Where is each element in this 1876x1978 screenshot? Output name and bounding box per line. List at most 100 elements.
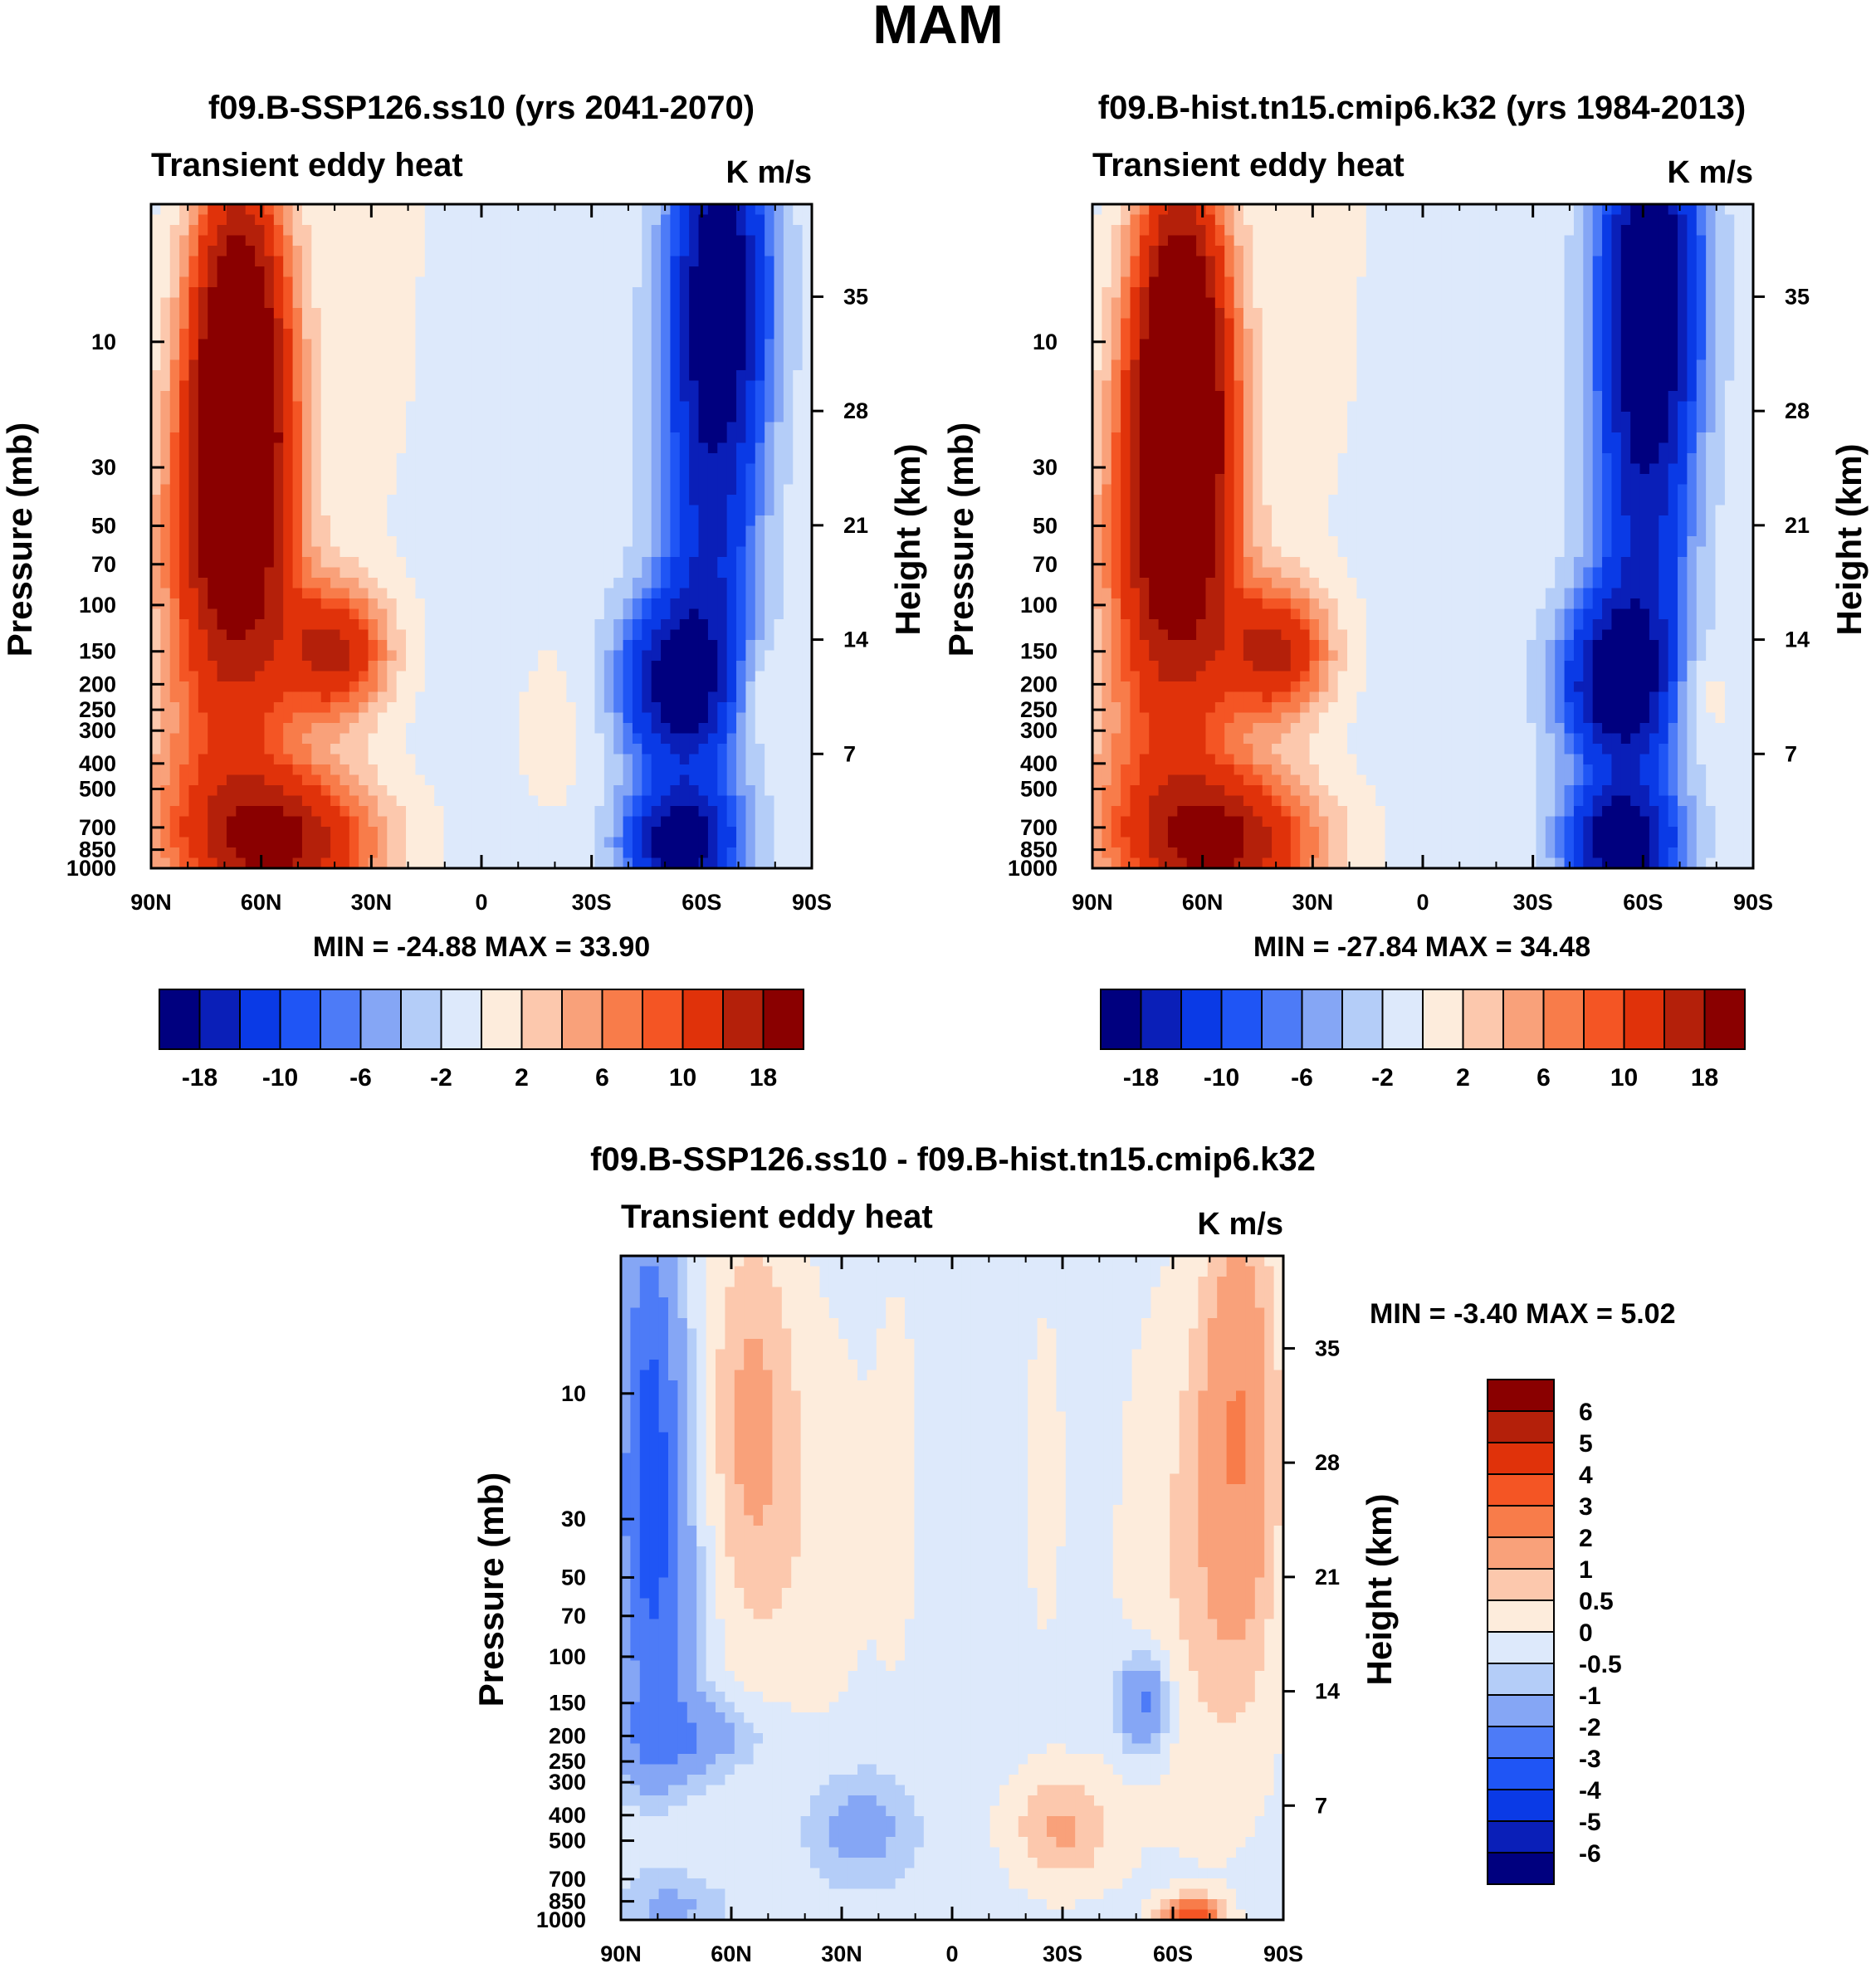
field-cell — [198, 661, 208, 672]
field-cell — [226, 463, 237, 475]
field-cell — [481, 515, 491, 527]
field-cell — [1365, 225, 1376, 237]
field-cell — [264, 214, 275, 226]
field-cell — [726, 795, 737, 807]
field-cell — [330, 246, 341, 257]
field-cell — [717, 359, 728, 371]
field-cell — [179, 827, 190, 838]
field-cell — [377, 795, 388, 807]
field-cell — [415, 495, 426, 506]
field-cell — [510, 246, 520, 257]
field-cell — [736, 681, 746, 693]
field-cell — [755, 671, 765, 682]
field-cell — [245, 422, 256, 433]
field-cell — [471, 214, 482, 226]
field-cell — [340, 204, 350, 216]
field-cell — [613, 525, 624, 537]
field-cell — [320, 598, 331, 610]
field-cell — [1488, 235, 1499, 247]
field-cell — [208, 432, 218, 444]
field-cell — [774, 764, 784, 776]
field-cell — [594, 412, 605, 423]
field-cell — [198, 681, 208, 693]
field-cell — [651, 432, 662, 444]
field-cell — [793, 266, 804, 278]
field-cell — [208, 857, 218, 869]
field-cell — [528, 266, 539, 278]
field-cell — [301, 764, 312, 776]
field-cell — [689, 349, 700, 361]
field-cell — [547, 412, 558, 423]
field-cell — [406, 442, 416, 454]
field-cell — [396, 785, 407, 797]
field-cell — [255, 339, 266, 350]
field-cell — [1130, 235, 1141, 247]
field-cell — [670, 412, 681, 423]
field-cell — [434, 816, 445, 828]
field-cell — [188, 785, 199, 797]
field-cell — [661, 339, 672, 350]
field-cell — [736, 463, 746, 475]
field-cell — [434, 837, 445, 848]
field-cell — [198, 391, 208, 403]
field-cell — [198, 702, 208, 714]
field-cell — [802, 515, 813, 527]
field-cell — [434, 422, 445, 433]
field-cell — [198, 640, 208, 652]
field-cell — [217, 712, 227, 724]
field-cell — [566, 723, 577, 735]
field-cell — [340, 412, 350, 423]
field-cell — [415, 463, 426, 475]
field-cell — [349, 837, 359, 848]
panel-ssp-plot: 90N 60N 30N 0 30S 60S 90S103050701001502002503… — [66, 203, 868, 915]
field-cell — [566, 256, 577, 267]
field-cell — [377, 536, 388, 548]
field-cell — [566, 712, 577, 724]
field-cell — [481, 308, 491, 320]
field-cell — [1602, 235, 1613, 247]
field-cell — [765, 235, 775, 247]
field-cell — [642, 847, 652, 859]
field-cell — [670, 235, 681, 247]
field-cell — [368, 723, 379, 735]
field-cell — [330, 744, 341, 755]
field-cell — [707, 380, 718, 392]
field-cell — [283, 442, 294, 454]
field-cell — [491, 453, 501, 465]
field-cell — [359, 588, 369, 599]
field-cell — [783, 744, 794, 755]
field-cell — [1318, 246, 1329, 257]
field-cell — [434, 318, 445, 330]
field-cell — [471, 495, 482, 506]
field-cell — [679, 764, 690, 776]
field-cell — [717, 598, 728, 610]
field-cell — [320, 474, 331, 486]
field-cell — [1337, 256, 1348, 267]
field-cell — [434, 733, 445, 745]
field-cell — [500, 702, 511, 714]
field-cell — [311, 691, 322, 703]
field-cell — [594, 567, 605, 579]
field-cell — [462, 557, 473, 569]
field-cell — [151, 266, 161, 278]
field-cell — [707, 329, 718, 340]
field-cell — [368, 453, 379, 465]
field-cell — [198, 857, 208, 869]
field-cell — [547, 287, 558, 299]
field-cell — [169, 349, 180, 361]
field-cell — [661, 661, 672, 672]
field-cell — [717, 412, 728, 423]
field-cell — [793, 204, 804, 216]
field-cell — [151, 691, 161, 703]
field-cell — [330, 557, 341, 569]
field-cell — [198, 412, 208, 423]
field-cell — [500, 349, 511, 361]
field-cell — [179, 557, 190, 569]
field-cell — [396, 557, 407, 569]
field-cell — [359, 733, 369, 745]
field-cell — [689, 681, 700, 693]
field-cell — [1365, 256, 1376, 267]
field-cell — [169, 619, 180, 631]
field-cell — [406, 588, 416, 599]
field-cell — [349, 214, 359, 226]
